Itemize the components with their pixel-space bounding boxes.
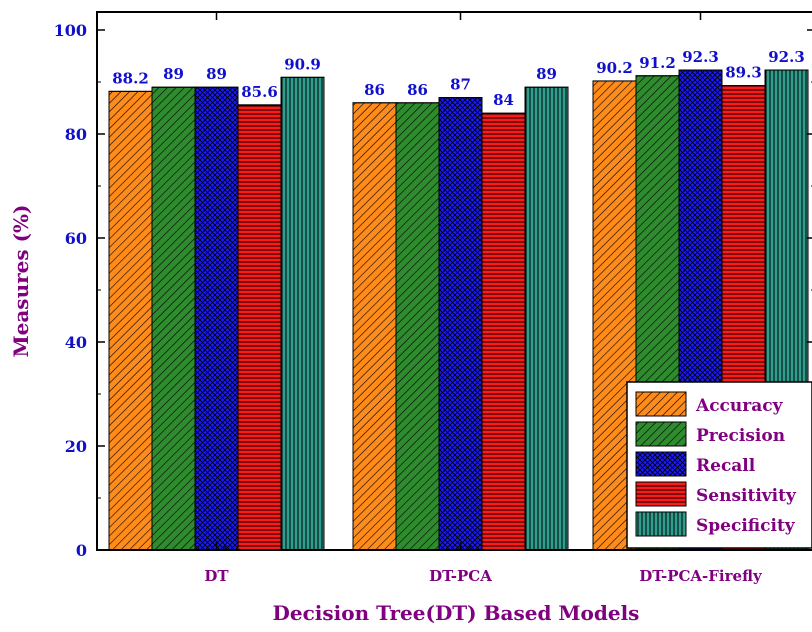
legend-label-sensitivity: Sensitivity <box>696 486 797 506</box>
data-label: 85.6 <box>241 83 278 101</box>
data-label: 84 <box>493 91 514 109</box>
legend-swatch-hatch <box>635 451 687 477</box>
x-axis-label: Decision Tree(DT) Based Models <box>273 601 640 625</box>
legend: Accuracy Precision Recall Sensitivity Specif… <box>626 381 812 549</box>
x-tick-label: DT-PCA-Firefly <box>639 567 763 585</box>
bar-hatch <box>481 112 526 551</box>
bar-hatch <box>151 86 196 551</box>
legend-label-precision: Precision <box>696 426 785 446</box>
bar-hatch <box>352 102 397 551</box>
legend-swatch-hatch <box>635 481 687 507</box>
plot-frame <box>96 11 812 551</box>
legend-swatch-hatch <box>635 511 687 537</box>
legend-label-recall: Recall <box>696 456 756 476</box>
legend-label-accuracy: Accuracy <box>695 396 784 416</box>
y-tick-label: 40 <box>65 333 87 352</box>
legend-label-specificity: Specificity <box>696 516 796 536</box>
data-label: 92.3 <box>768 48 805 66</box>
bar-hatch <box>108 90 153 551</box>
legend-swatch-hatch <box>635 421 687 447</box>
data-label: 89 <box>536 65 557 83</box>
bar-hatch <box>395 102 440 551</box>
x-axis-ticks: DT DT-PCA DT-PCA-Firefly <box>204 12 763 585</box>
data-label: 89 <box>163 65 184 83</box>
data-label: 87 <box>450 76 471 94</box>
data-label: 92.3 <box>682 48 719 66</box>
y-tick-label: 60 <box>65 229 87 248</box>
data-labels-group: 88.2 89 89 85.6 90.9 86 86 87 84 89 90.2 91.2 92.3 89… <box>112 48 805 109</box>
legend-swatch-hatch <box>635 391 687 417</box>
y-tick-label: 100 <box>54 21 87 40</box>
bar-hatch <box>438 97 483 551</box>
x-tick-label: DT <box>204 567 229 585</box>
y-tick-label: 0 <box>76 541 87 560</box>
data-label: 90.2 <box>596 59 633 77</box>
bar-hatch <box>194 86 239 551</box>
data-label: 90.9 <box>284 55 321 73</box>
bar-hatch <box>280 76 325 551</box>
data-label: 89 <box>206 65 227 83</box>
data-label: 86 <box>364 81 385 99</box>
data-label: 86 <box>407 81 428 99</box>
x-tick-label: DT-PCA <box>429 567 492 585</box>
y-tick-label: 20 <box>65 437 87 456</box>
bar-hatch <box>524 86 569 551</box>
y-tick-label: 80 <box>65 125 87 144</box>
data-label: 88.2 <box>112 69 149 87</box>
data-label: 91.2 <box>639 54 676 72</box>
bar-hatch <box>237 104 282 551</box>
y-axis-label: Measures (%) <box>9 204 33 357</box>
data-label: 89.3 <box>725 64 762 82</box>
